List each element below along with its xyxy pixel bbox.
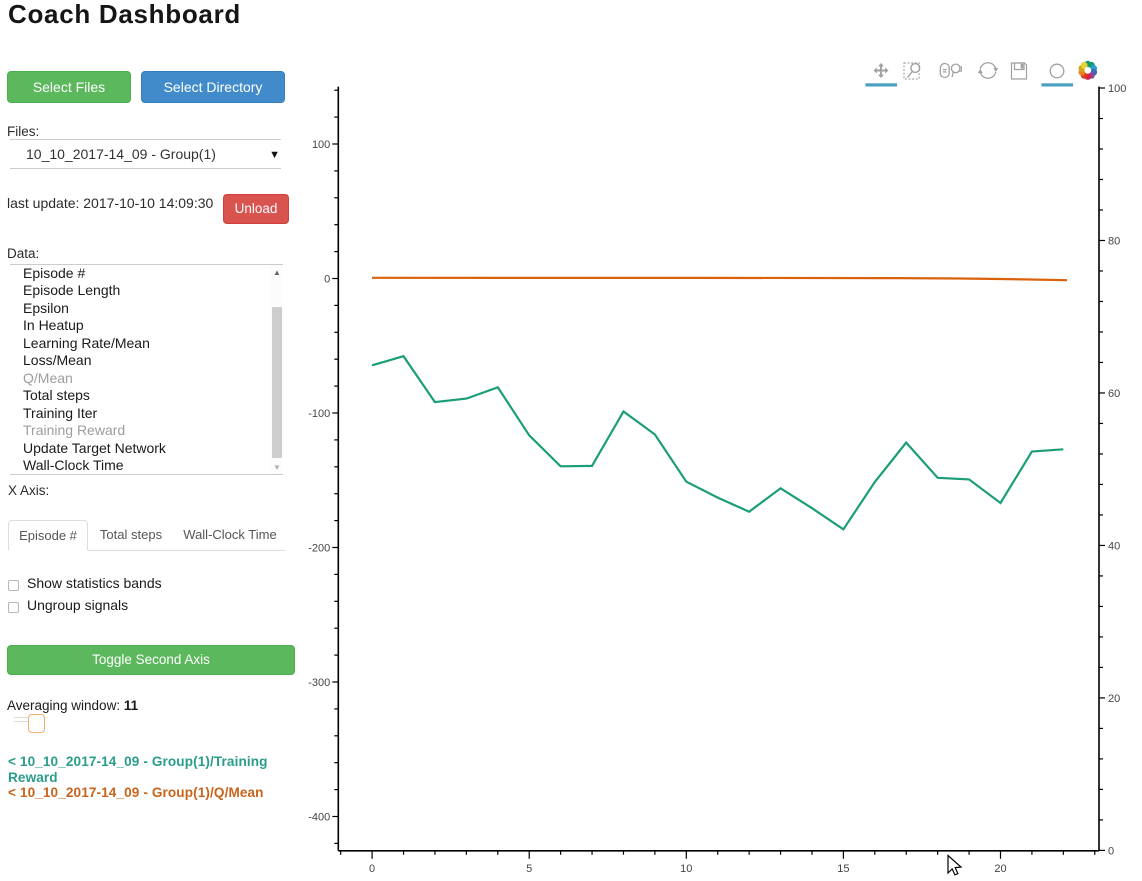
svg-text:80: 80 [1108,235,1120,247]
svg-text:20: 20 [994,863,1006,875]
svg-text:40: 40 [1108,540,1120,552]
svg-text:-400: -400 [308,812,330,824]
svg-text:0: 0 [369,863,375,875]
svg-text:60: 60 [1108,388,1120,400]
svg-text:100: 100 [1108,83,1126,95]
svg-text:0: 0 [324,274,330,286]
svg-text:15: 15 [837,863,849,875]
svg-text:5: 5 [526,863,532,875]
svg-text:20: 20 [1108,693,1120,705]
svg-text:100: 100 [312,139,330,151]
svg-text:-200: -200 [308,543,330,555]
svg-text:10: 10 [680,863,692,875]
svg-text:-300: -300 [308,677,330,689]
svg-text:0: 0 [1108,845,1114,857]
svg-text:-100: -100 [308,408,330,420]
